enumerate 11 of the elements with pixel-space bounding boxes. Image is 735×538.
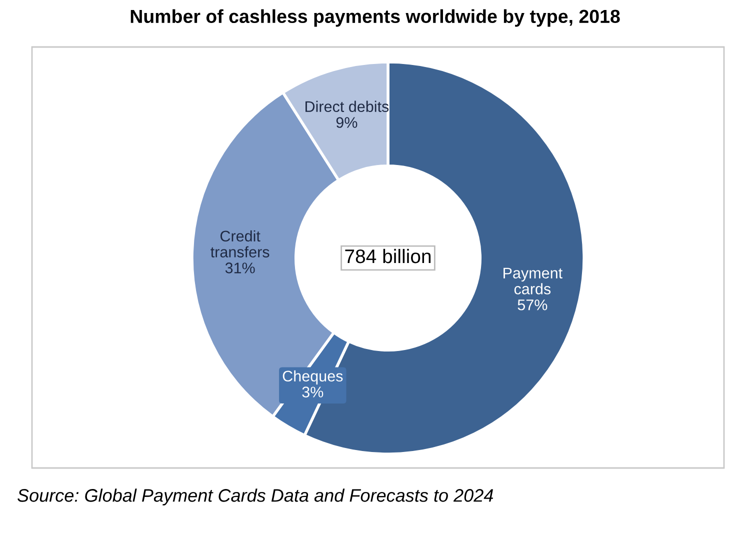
slice-label: Cheques [282,370,343,385]
data-label: 31% [225,262,255,274]
slice-label: Direct debits [306,100,389,112]
slice-label: Credit transfers [210,230,270,258]
chart-title: Number of cashless payments worldwide by type, 2018 [130,9,620,27]
data-label: 57% [518,300,548,310]
slice-label: Payment cards [504,268,562,294]
data-label: 9% [336,117,358,128]
data-label: 3% [302,386,324,398]
text: 784 billion [345,248,431,264]
source-note: Source: Global Payment Cards Data and Forecasts to 2024 [18,488,494,506]
